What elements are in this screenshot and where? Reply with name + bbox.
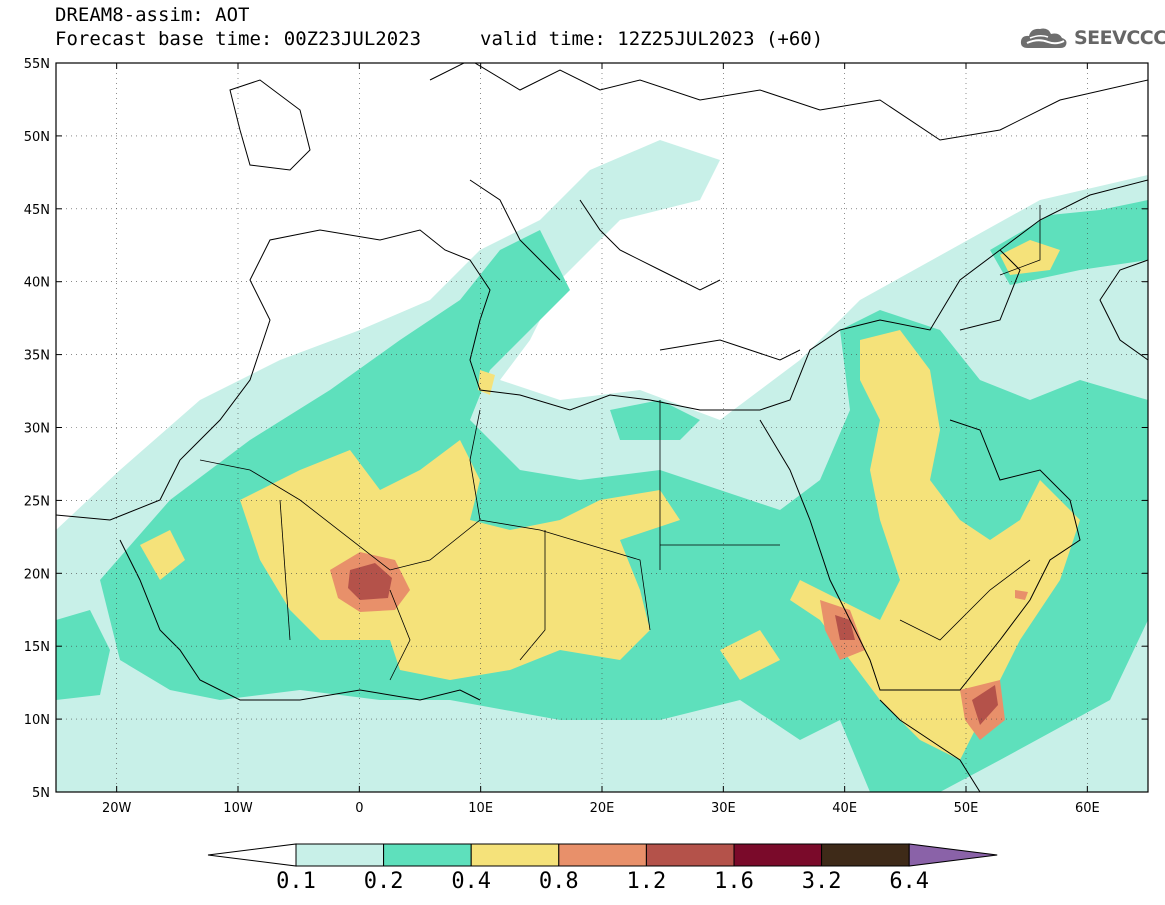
lon-label: 30E: [711, 801, 736, 816]
gridlines: [56, 63, 1148, 792]
lat-label: 20N: [24, 567, 50, 582]
cloud-icon: [1020, 28, 1067, 48]
lon-label: 0: [355, 801, 363, 816]
valid-time: valid time: 12Z25JUL2023 (+60): [480, 28, 824, 50]
colorbar-swatch: [821, 843, 910, 867]
aot-shading: [56, 140, 1148, 792]
lon-label: 10W: [223, 801, 253, 816]
colorbar-level-label: 0.8: [539, 869, 579, 894]
colorbar-swatch: [558, 843, 647, 867]
colorbar-swatch: [383, 843, 472, 867]
lon-label: 20E: [590, 801, 615, 816]
aot-band-1.2: [348, 563, 998, 725]
latitude-labels: 55N 50N 45N 40N 35N 30N 25N 20N 15N 10N 5N: [24, 57, 50, 801]
lat-label: 40N: [24, 276, 50, 291]
colorbar-swatch: [295, 843, 385, 867]
lon-label: 20W: [102, 801, 132, 816]
lat-label: 25N: [24, 494, 50, 509]
colorbar: 0.1 0.2 0.4 0.8 1.2 1.6 3.2 6.4: [207, 843, 998, 894]
lon-label: 40E: [832, 801, 857, 816]
aot-band-0.4: [140, 240, 1080, 760]
colorbar-over-triangle: [908, 843, 998, 867]
axis-ticks: [56, 62, 1148, 793]
lat-label: 55N: [24, 57, 50, 72]
lat-label: 50N: [24, 130, 50, 145]
forecast-base-time: Forecast base time: 00Z23JUL2023: [55, 28, 422, 50]
longitude-labels: 20W 10W 0 10E 20E 30E 40E 50E 60E: [102, 801, 1100, 816]
lat-label: 45N: [24, 203, 50, 218]
colorbar-swatch: [733, 843, 823, 867]
borders: [199, 205, 1041, 681]
colorbar-level-label: 1.6: [714, 869, 754, 894]
colorbar-under-triangle: [207, 843, 297, 867]
lat-label: 15N: [24, 640, 50, 655]
lat-label: 30N: [24, 422, 50, 437]
logo-text: SEEVCCC: [1074, 27, 1165, 49]
lon-label: 50E: [954, 801, 979, 816]
lon-label: 60E: [1075, 801, 1100, 816]
colorbar-level-label: 6.4: [889, 869, 929, 894]
lon-label: 10E: [468, 801, 493, 816]
colorbar-level-label: 0.1: [276, 869, 316, 894]
colorbar-swatch: [645, 843, 735, 867]
colorbar-level-label: 1.2: [627, 869, 667, 894]
coastlines: [56, 63, 1148, 792]
colorbar-level-label: 0.2: [364, 869, 404, 894]
colorbar-swatch: [470, 843, 560, 867]
lat-label: 10N: [24, 713, 50, 728]
seevccc-logo: SEEVCCC: [1018, 22, 1165, 54]
colorbar-level-label: 0.4: [451, 869, 491, 894]
lat-label: 5N: [32, 786, 50, 801]
map-title: DREAM8-assim: AOT: [55, 4, 250, 26]
colorbar-level-label: 3.2: [802, 869, 842, 894]
lat-label: 35N: [24, 349, 50, 364]
